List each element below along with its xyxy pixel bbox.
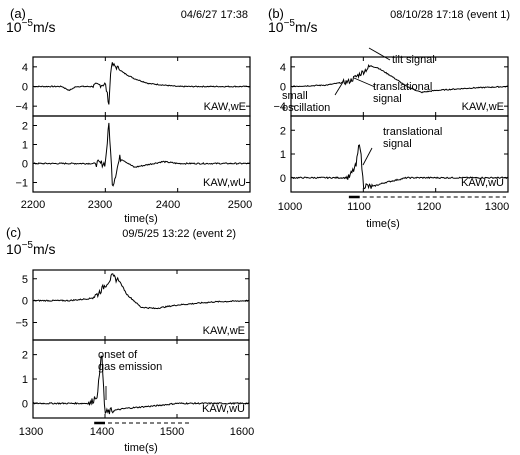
x-tick-label: 1200 xyxy=(417,201,441,213)
chart-panel-3: (c)10−5m/s 09/5/25 13:22 (event 2) 5 0 −5 KAW… xyxy=(6,225,254,454)
datetime-label: 04/6/27 17:38 xyxy=(181,9,248,21)
x-axis-label: time(s) xyxy=(124,442,158,454)
y-tick-label: 4 xyxy=(280,62,286,74)
series-label: KAW,wU xyxy=(203,177,246,189)
waveform-line xyxy=(32,62,251,105)
y-tick-label: 2 xyxy=(22,350,28,362)
y-tick-label: 0 xyxy=(22,398,28,410)
panel-label: (a) xyxy=(10,6,26,21)
x-tick-label: 2500 xyxy=(228,199,252,211)
subplot-1: 4 0 −4 KAW,wE xyxy=(15,56,251,117)
y-tick-label: −4 xyxy=(15,101,28,113)
panel-label: (b) xyxy=(268,6,284,21)
annotation-arrow xyxy=(353,77,376,88)
y-tick-label: −4 xyxy=(273,101,286,113)
subplot-1: 4 0 −4 KAW,wE tilt signal translationalsignal… xyxy=(273,47,509,117)
annotation-text: signal xyxy=(373,93,402,105)
annotation-text: onset of xyxy=(98,349,138,361)
subplot-2: 2 1 0 −1 KAW,wU xyxy=(15,115,251,193)
series-label: KAW,wU xyxy=(461,177,504,189)
panel-label: (c) xyxy=(6,225,21,240)
subplot-1: 5 0 −5 KAW,wE xyxy=(15,269,250,341)
annotation-text: oscillation xyxy=(282,102,330,114)
y-tick-label: 0 xyxy=(280,173,286,185)
x-tick-label: 2400 xyxy=(156,199,180,211)
x-tick-label: 2300 xyxy=(88,199,112,211)
y-tick-label: 0 xyxy=(22,82,28,94)
chart-panel-2: (b)10−5m/s 08/10/28 17:18 (event 1) 4 0 −4 KA… xyxy=(268,6,510,230)
unit-label: 10−5m/s xyxy=(6,240,56,257)
datetime-label: 09/5/25 13:22 (event 2) xyxy=(122,228,236,240)
y-tick-label: 2 xyxy=(22,121,28,133)
unit-label: 10−5m/s xyxy=(268,18,318,35)
x-axis-label: time(s) xyxy=(366,218,400,230)
unit-label: 10−5m/s xyxy=(6,18,56,35)
x-tick-label: 2200 xyxy=(21,199,45,211)
x-axis-label: time(s) xyxy=(124,213,158,225)
x-tick-label: 1300 xyxy=(19,426,43,438)
y-tick-label: 4 xyxy=(22,62,28,74)
waveform-line xyxy=(32,122,251,187)
x-tick-label: 1100 xyxy=(347,201,371,213)
series-label: KAW,wE xyxy=(203,325,245,337)
y-tick-label: 1 xyxy=(280,149,286,161)
x-tick-label: 1300 xyxy=(485,201,509,213)
y-tick-label: −5 xyxy=(15,318,28,330)
chart-panel-1: (a)10−5m/s 04/6/27 17:38 4 0 −4 KAW,wE 2 1 0 −1 KA… xyxy=(6,6,252,225)
annotation-text: translational xyxy=(383,126,442,138)
series-label: KAW,wE xyxy=(204,101,246,113)
x-tick-label: 1600 xyxy=(230,426,254,438)
x-tick-label: 1400 xyxy=(90,426,114,438)
waveform-line xyxy=(32,355,250,415)
y-tick-label: 0 xyxy=(22,159,28,171)
y-tick-label: 2 xyxy=(280,125,286,137)
waveform-line xyxy=(290,144,509,190)
y-tick-label: 1 xyxy=(22,140,28,152)
y-tick-label: 0 xyxy=(280,82,286,94)
subplot-frame xyxy=(32,115,251,193)
waveform-line xyxy=(32,273,250,310)
annotation-text: tilt signal xyxy=(392,54,435,66)
x-tick-label: 1500 xyxy=(160,426,184,438)
annotation-text: signal xyxy=(383,138,412,150)
y-tick-label: 0 xyxy=(22,296,28,308)
annotation-text: translational xyxy=(373,81,432,93)
series-label: KAW,wU xyxy=(202,403,245,415)
y-tick-label: −1 xyxy=(15,178,28,190)
annotation-text: gas emission xyxy=(98,361,162,373)
annotation-arrow xyxy=(362,147,373,166)
annotation-arrow xyxy=(334,81,344,96)
annotation-text: small xyxy=(282,90,308,102)
x-tick-label: 1000 xyxy=(278,201,302,213)
datetime-label: 08/10/28 17:18 (event 1) xyxy=(390,9,510,21)
annotation-arrow xyxy=(368,47,391,61)
waveform-line xyxy=(290,64,509,94)
y-tick-label: 1 xyxy=(22,374,28,386)
y-tick-label: 5 xyxy=(22,274,28,286)
series-label: KAW,wE xyxy=(462,101,504,113)
